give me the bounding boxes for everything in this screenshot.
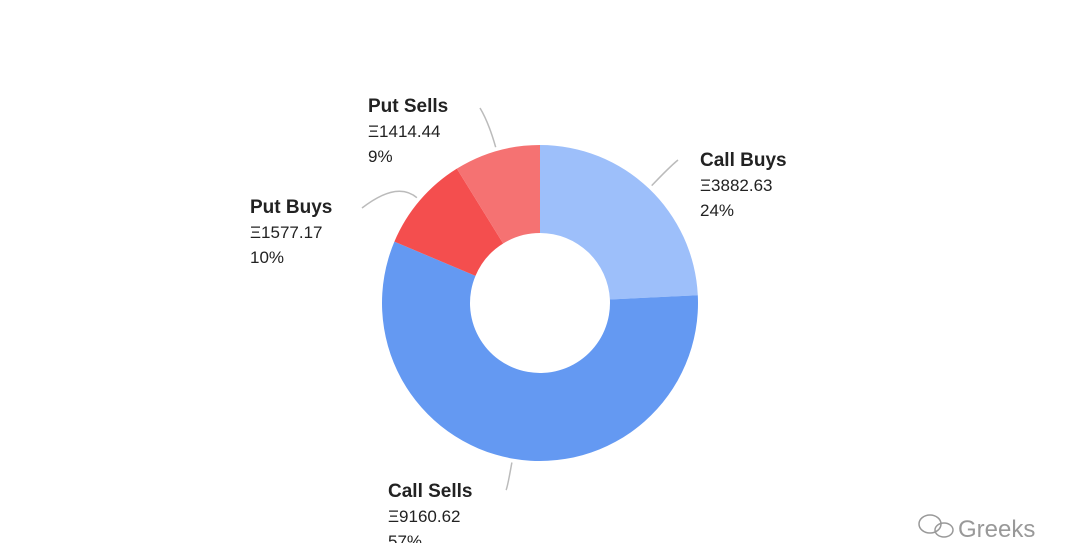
- value-label: Ξ1414.44: [368, 122, 441, 141]
- watermark: Greeks: [918, 514, 1035, 543]
- leader-line: [505, 462, 513, 491]
- leader-line: [361, 190, 418, 209]
- value-label: Ξ9160.62: [388, 507, 461, 526]
- watermark-text: Greeks: [958, 516, 1035, 543]
- slice: [456, 145, 540, 244]
- slice: [540, 145, 698, 300]
- slice: [382, 241, 698, 461]
- watermark-icon: [918, 514, 942, 534]
- percent-label: 57%: [388, 532, 422, 543]
- slice-label: Put Sells: [368, 96, 448, 117]
- slice: [394, 168, 504, 276]
- slice-label: Call Buys: [700, 150, 787, 171]
- value-label: Ξ3882.63: [700, 176, 773, 195]
- percent-label: 24%: [700, 201, 734, 220]
- percent-label: 9%: [368, 147, 393, 166]
- percent-label: 10%: [250, 248, 284, 267]
- leader-line: [479, 107, 497, 148]
- value-label: Ξ1577.17: [250, 223, 323, 242]
- watermark-icon: [934, 522, 954, 538]
- leader-line: [651, 159, 679, 187]
- slice-label: Call Sells: [388, 481, 473, 502]
- slice-label: Put Buys: [250, 197, 332, 218]
